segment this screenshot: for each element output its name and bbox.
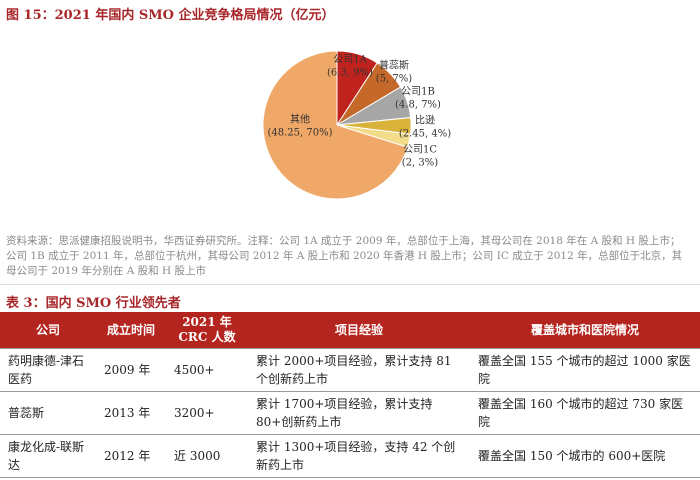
table-cell: 普蕊斯 [0, 391, 96, 435]
table-row: 康龙化成-联斯达 2012 年近 3000 累计 1300+项目经验，支持 42 个… [0, 434, 700, 478]
table-cell: 覆盖全国 160 个城市的超过 730 家医院 [470, 391, 700, 435]
slice-value-label: (2.45, 4%) [399, 129, 451, 140]
source-note: 资料来源：思派健康招股说明书，华西证券研究所。注释：公司 1A 成立于 2009… [6, 235, 683, 277]
header-cell: 覆盖城市和医院情况 [470, 312, 700, 349]
table-cell: 累计 2000+项目经验，累计支持 81 个创新药上市 [248, 348, 470, 392]
table-cell: 近 3000 [166, 434, 248, 478]
table-cell: 2013 年 [96, 391, 166, 435]
slice-label: 其他 [290, 113, 310, 126]
table: 公司 成立时间 2021 年 CRC 人数 项目经验 覆盖城市和医院情况 药明康… [0, 312, 700, 478]
header-cell: 公司 [0, 312, 96, 349]
slice-label: 公司1A [333, 55, 367, 66]
header-cell: 2021 年 CRC 人数 [166, 312, 248, 349]
table-cell: 累计 1700+项目经验，累计支持 80+创新药上市 [248, 391, 470, 435]
table-cell: 4500+ [166, 348, 248, 392]
table-cell: 康龙化成-联斯达 [0, 434, 96, 478]
table-cell: 2012 年 [96, 434, 166, 478]
pie-chart: 公司1A (6.3, 9%) 普蕊斯 (5, 7%) 公司1B (4.8, 7%) 比逊 (2… [262, 50, 451, 200]
separator [0, 284, 700, 285]
header-row: 公司 成立时间 2021 年 CRC 人数 项目经验 覆盖城市和医院情况 [0, 312, 700, 349]
header-cell: 项目经验 [248, 312, 470, 349]
slice-label: 公司1C [403, 145, 437, 156]
slice-value-label: (5, 7%) [376, 74, 412, 85]
table-cell: 覆盖全国 150 个城市的 600+医院 [470, 434, 700, 478]
table-cell: 累计 1300+项目经验，支持 42 个创新药上市 [248, 434, 470, 478]
slice-value-label: (48.25, 70%) [267, 128, 332, 139]
pie-slice [262, 50, 409, 200]
table-title: 表 3：国内 SMO 行业领先者 [6, 296, 181, 311]
table-row: 药明康德-津石医药 2009 年 4500+ 累计 2000+项目经验，累计支持 81… [0, 348, 700, 392]
table-row: 普蕊斯 2013 年 3200+ 累计 1700+项目经验，累计支持 80+创新药上市… [0, 391, 700, 435]
table-cell: 药明康德-津石医药 [0, 348, 96, 392]
table-cell: 2009 年 [96, 348, 166, 392]
table-cell: 覆盖全国 155 个城市的超过 1000 家医院 [470, 348, 700, 392]
table-cell: 3200+ [166, 391, 248, 435]
slice-value-label: (6.3, 9%) [327, 68, 373, 79]
slice-value-label: (4.8, 7%) [395, 100, 441, 111]
slice-label: 比逊 [415, 115, 435, 127]
slice-value-label: (2, 3%) [402, 158, 438, 169]
header-cell: 成立时间 [96, 312, 166, 349]
slice-label: 公司1B [401, 87, 435, 98]
slice-label: 普蕊斯 [379, 59, 409, 72]
figure-title: 图 15：2021 年国内 SMO 企业竞争格局情况（亿元） [6, 8, 335, 23]
